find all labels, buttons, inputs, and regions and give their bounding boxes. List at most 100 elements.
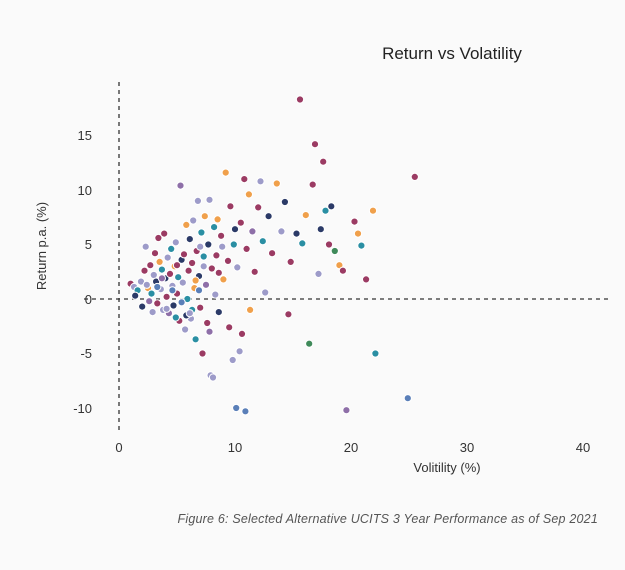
- data-point: [191, 335, 200, 344]
- data-point: [235, 347, 244, 356]
- data-point: [205, 195, 214, 204]
- data-point: [168, 286, 177, 295]
- y-tick-label: -10: [73, 401, 92, 416]
- data-point: [185, 235, 194, 244]
- data-point: [178, 278, 187, 287]
- data-point: [184, 266, 193, 275]
- data-point: [221, 168, 230, 177]
- y-tick-label: -5: [80, 346, 92, 361]
- data-point: [305, 339, 314, 348]
- data-point: [258, 237, 267, 246]
- data-point: [225, 323, 234, 332]
- data-point: [240, 175, 249, 184]
- data-point: [236, 218, 245, 227]
- data-point: [174, 273, 183, 282]
- data-point: [212, 251, 221, 260]
- data-point: [213, 215, 222, 224]
- data-point: [196, 242, 205, 251]
- data-point: [171, 313, 180, 322]
- data-point: [179, 250, 189, 259]
- data-point: [353, 229, 363, 238]
- data-point: [181, 325, 190, 334]
- data-point: [153, 282, 162, 292]
- y-tick-label: 5: [85, 237, 92, 252]
- x-tick-label: 30: [460, 440, 474, 455]
- data-point: [167, 244, 176, 253]
- data-point: [203, 318, 212, 328]
- data-point: [237, 329, 247, 338]
- y-tick-label: 0: [85, 292, 92, 307]
- data-point: [342, 406, 351, 415]
- data-point: [286, 257, 295, 266]
- data-point: [217, 231, 226, 240]
- data-point: [371, 349, 380, 358]
- data-point: [295, 95, 305, 104]
- data-point: [140, 266, 149, 275]
- data-point: [199, 252, 208, 261]
- x-tick-label: 0: [115, 440, 122, 455]
- data-point: [172, 261, 182, 270]
- data-point: [146, 261, 155, 270]
- data-point: [316, 225, 325, 234]
- data-point: [194, 286, 204, 295]
- data-point: [138, 302, 147, 311]
- data-point: [204, 240, 213, 249]
- data-point: [277, 227, 286, 236]
- data-point: [154, 233, 163, 243]
- data-point: [232, 403, 241, 413]
- data-point: [223, 256, 233, 265]
- data-point: [310, 140, 320, 149]
- data-point: [201, 280, 211, 289]
- data-point: [292, 229, 301, 238]
- data-point: [264, 212, 273, 221]
- data-point: [150, 249, 160, 258]
- data-point: [410, 172, 419, 181]
- data-point: [169, 301, 178, 310]
- chart-title: Return vs Volatility: [382, 44, 522, 63]
- data-point: [244, 190, 253, 199]
- data-point: [319, 157, 328, 166]
- x-tick-label: 20: [344, 440, 358, 455]
- data-point: [214, 308, 223, 317]
- data-point: [301, 211, 310, 220]
- data-point: [261, 288, 270, 297]
- data-point: [246, 305, 255, 314]
- y-axis-label: Return p.a. (%): [34, 202, 49, 290]
- data-point: [254, 203, 263, 212]
- data-point: [321, 206, 330, 215]
- data-point: [324, 240, 334, 249]
- data-point: [330, 246, 339, 256]
- data-point: [233, 263, 242, 272]
- data-point: [228, 355, 237, 365]
- data-point: [226, 202, 235, 211]
- data-point: [250, 267, 259, 276]
- data-point: [197, 228, 206, 237]
- data-point: [162, 304, 171, 313]
- data-point: [272, 179, 281, 188]
- data-point: [193, 196, 202, 205]
- data-point: [171, 238, 180, 247]
- data-point: [177, 298, 186, 307]
- data-point: [165, 269, 175, 278]
- data-point: [280, 197, 289, 207]
- data-point: [256, 177, 265, 186]
- data-point: [205, 327, 214, 336]
- data-point: [142, 280, 151, 289]
- data-point: [188, 258, 197, 268]
- data-point: [210, 223, 219, 232]
- data-point: [163, 253, 172, 262]
- y-tick-label: 15: [78, 128, 92, 143]
- x-ticks: 0 10 20 30 40: [115, 440, 590, 455]
- data-point: [155, 257, 164, 266]
- data-point: [219, 275, 228, 284]
- data-point: [357, 241, 366, 250]
- data-point: [191, 276, 200, 285]
- data-point: [157, 265, 166, 274]
- data-point: [248, 227, 257, 236]
- data-point: [157, 274, 166, 283]
- y-tick-label: 10: [78, 183, 92, 198]
- data-point: [162, 292, 171, 301]
- figure-caption: Figure 6: Selected Alternative UCITS 3 Y…: [177, 512, 598, 526]
- data-point: [403, 394, 412, 403]
